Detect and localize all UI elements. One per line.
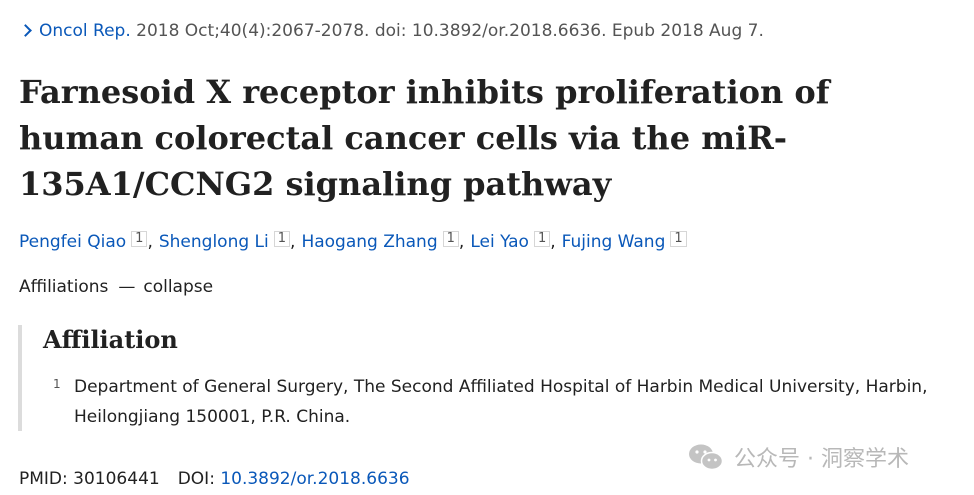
citation-line: Oncol Rep. 2018 Oct;40(4):2067-2078. doi… [19, 20, 764, 42]
author-separator: , [290, 232, 296, 252]
author-separator: , [458, 232, 465, 252]
affiliation-panel: Affiliation 1 Department of General Surg… [18, 325, 952, 431]
affiliation-text: Department of General Surgery, The Secon… [74, 377, 928, 427]
affiliation-ref[interactable]: 1 [670, 231, 687, 247]
chevron-right-icon [19, 23, 32, 37]
toggle-dash: — [118, 277, 136, 297]
pmid-value: 30106441 [73, 469, 160, 489]
affiliation-ref[interactable]: 1 [442, 231, 459, 247]
affiliation-ref[interactable]: 1 [131, 231, 148, 247]
article-title: Farnesoid X receptor inhibits proliferat… [19, 73, 830, 203]
journal-link[interactable]: Oncol Rep. [39, 21, 131, 41]
authors-list: Pengfei Qiao 1, Shenglong Li 1, Haogang Zhan… [19, 229, 687, 255]
author-link[interactable]: Haogang Zhang [301, 232, 438, 252]
watermark-text: 公众号 · 洞察学术 [734, 447, 909, 472]
author-link[interactable]: Pengfei Qiao [19, 232, 127, 252]
affiliations-toggle[interactable]: Affiliations — collapse [19, 275, 213, 299]
citation-details: 2018 Oct;40(4):2067-2078. doi: 10.3892/o… [130, 21, 764, 41]
author-link[interactable]: Fujing Wang [561, 232, 666, 252]
doi-link[interactable]: 10.3892/or.2018.6636 [220, 469, 410, 489]
collapse-link[interactable]: collapse [143, 277, 214, 297]
identifiers: PMID: 30106441 DOI: 10.3892/or.2018.6636 [19, 468, 410, 490]
author-link[interactable]: Shenglong Li [158, 232, 269, 252]
affiliation-number: 1 [53, 377, 61, 391]
affiliation-ref[interactable]: 1 [533, 231, 551, 247]
doi-label: DOI: [177, 469, 215, 489]
wechat-icon [689, 444, 724, 471]
author-link[interactable]: Lei Yao [470, 232, 529, 252]
affiliation-heading: Affiliation [43, 325, 178, 354]
affiliations-label: Affiliations [19, 277, 109, 297]
pmid-label: PMID: [19, 469, 68, 489]
affiliation-ref[interactable]: 1 [273, 231, 291, 247]
watermark: 公众号 · 洞察学术 [688, 442, 909, 472]
author-separator: , [550, 232, 556, 252]
author-separator: , [147, 232, 153, 252]
